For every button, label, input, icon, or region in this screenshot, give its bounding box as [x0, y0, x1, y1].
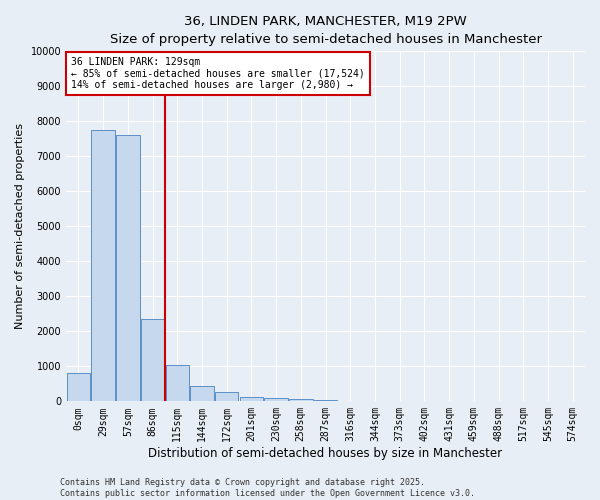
Bar [116, 136, 140, 402]
Bar [91, 130, 115, 402]
Bar [67, 374, 90, 402]
Bar [314, 400, 337, 402]
Bar [239, 397, 263, 402]
Bar [190, 386, 214, 402]
Title: 36, LINDEN PARK, MANCHESTER, M19 2PW
Size of property relative to semi-detached : 36, LINDEN PARK, MANCHESTER, M19 2PW Siz… [110, 15, 542, 46]
Bar [215, 392, 238, 402]
Bar [289, 399, 313, 402]
Bar [338, 400, 362, 402]
Text: 36 LINDEN PARK: 129sqm
← 85% of semi-detached houses are smaller (17,524)
14% of: 36 LINDEN PARK: 129sqm ← 85% of semi-det… [71, 56, 365, 90]
Bar [166, 364, 189, 402]
Bar [265, 398, 288, 402]
X-axis label: Distribution of semi-detached houses by size in Manchester: Distribution of semi-detached houses by … [148, 447, 503, 460]
Bar [141, 319, 164, 402]
Text: Contains HM Land Registry data © Crown copyright and database right 2025.
Contai: Contains HM Land Registry data © Crown c… [60, 478, 475, 498]
Y-axis label: Number of semi-detached properties: Number of semi-detached properties [15, 124, 25, 330]
